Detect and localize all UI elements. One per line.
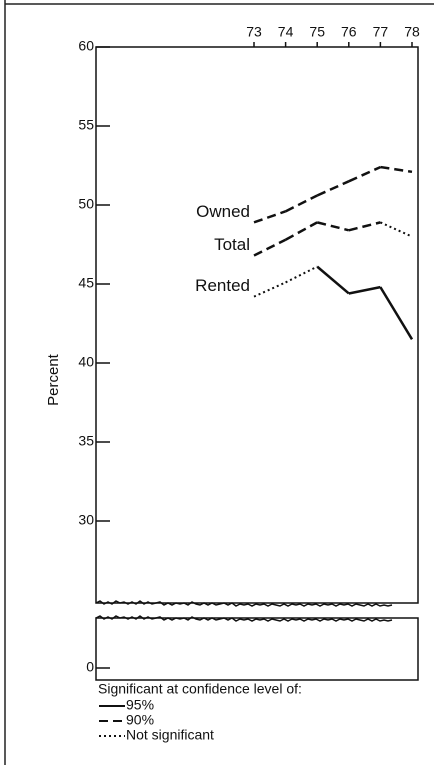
line-segment <box>379 221 413 238</box>
series-label: Total <box>214 235 250 254</box>
line-segment <box>380 165 413 174</box>
x-tick-label: 75 <box>309 24 325 40</box>
y-tick-label: 45 <box>78 275 94 291</box>
axis-break <box>95 600 393 607</box>
y-tick-label: 30 <box>78 512 94 528</box>
legend-label: Not significant <box>126 727 214 743</box>
x-tick-label: 74 <box>278 24 294 40</box>
line-segment <box>284 221 318 241</box>
x-tick-label: 77 <box>373 24 389 40</box>
line-segment <box>316 180 350 197</box>
line-segment <box>316 265 350 295</box>
series-label: Rented <box>195 276 250 295</box>
y-tick-label: 50 <box>78 196 94 212</box>
line-segment <box>348 221 381 232</box>
y-tick-label: 35 <box>78 433 94 449</box>
y-tick-label: 60 <box>78 38 94 54</box>
line-segment <box>285 194 318 213</box>
x-tick-label: 76 <box>341 24 357 40</box>
line-segment <box>316 221 350 232</box>
line-segment <box>348 285 381 295</box>
legend-title: Significant at confidence level of: <box>98 681 302 697</box>
line-segment <box>348 165 381 183</box>
line-segment <box>253 210 287 224</box>
line-segment <box>379 286 414 340</box>
line-segment <box>285 265 318 284</box>
y-axis-label: Percent <box>45 353 62 406</box>
series-label: Owned <box>196 202 250 221</box>
upper-panel <box>95 46 419 604</box>
y-tick-label: 55 <box>78 117 94 133</box>
x-tick-label: 73 <box>246 24 262 40</box>
line-segment <box>253 281 287 298</box>
line-segment <box>253 238 287 257</box>
x-tick-label: 78 <box>404 24 420 40</box>
legend-label: 95% <box>126 697 154 713</box>
axis-break <box>95 615 393 622</box>
legend-label: 90% <box>126 712 154 728</box>
lower-panel <box>95 617 419 681</box>
y-tick-label: 0 <box>86 659 94 675</box>
y-tick-label: 40 <box>78 354 94 370</box>
